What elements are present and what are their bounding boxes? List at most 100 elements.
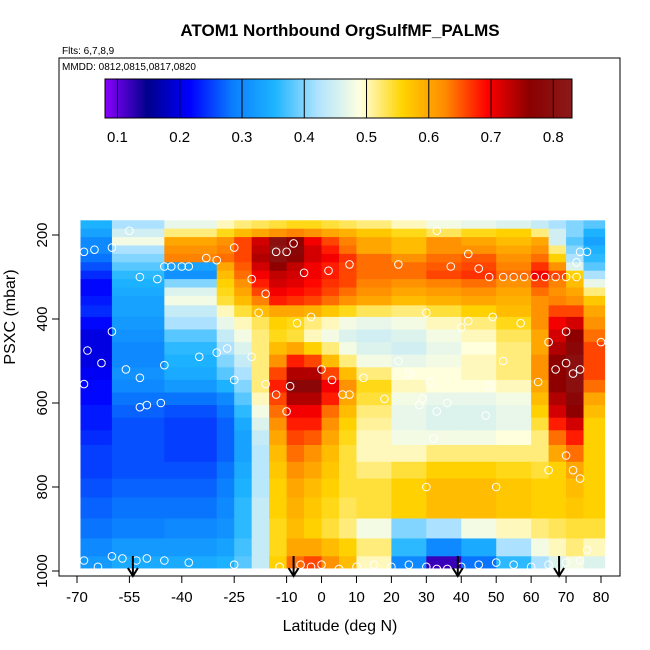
heatmap-cell <box>251 295 270 306</box>
heatmap-cell <box>339 237 358 247</box>
heatmap-cell <box>461 228 497 238</box>
heatmap-cell <box>461 379 497 394</box>
heatmap-cell <box>496 445 532 463</box>
sample-point <box>142 400 152 410</box>
heatmap-cell <box>80 342 113 356</box>
heatmap-cell <box>304 295 323 306</box>
heatmap-cell <box>269 253 288 263</box>
sample-point <box>327 375 337 385</box>
sample-point <box>90 245 99 254</box>
heatmap-cell <box>304 367 323 381</box>
heatmap-cell <box>286 445 305 463</box>
heatmap-cell <box>164 538 218 557</box>
heatmap-cell <box>583 287 606 297</box>
heatmap-cell <box>321 316 340 331</box>
heatmap-cell <box>111 270 165 280</box>
heatmap-cell <box>531 305 550 318</box>
heatmap-cell <box>339 417 358 431</box>
heatmap-cell <box>80 228 113 238</box>
heatmap-cell <box>391 287 427 297</box>
heatmap-cell <box>496 287 532 297</box>
sample-point <box>306 312 316 322</box>
heatmap-cell <box>164 329 218 343</box>
x-tick-label: 30 <box>418 589 435 606</box>
heatmap-cell <box>391 220 427 230</box>
heatmap-cell <box>251 316 270 331</box>
heatmap-cell <box>321 478 340 499</box>
heatmap-cell <box>269 279 288 289</box>
heatmap-cell <box>496 316 532 331</box>
sample-point <box>324 266 333 276</box>
heatmap-cell <box>111 329 165 343</box>
heatmap-cell <box>461 518 497 540</box>
heatmap-cell <box>321 417 340 431</box>
sample-point <box>317 560 326 570</box>
x-tick-label: -70 <box>66 589 88 606</box>
heatmap-cell <box>531 228 550 238</box>
heatmap-cell <box>164 445 218 463</box>
colorbar-tick-label: 0.5 <box>356 129 377 146</box>
heatmap-cell <box>426 342 462 356</box>
heatmap-cell <box>531 556 550 569</box>
heatmap-cell <box>566 295 585 306</box>
heatmap-cell <box>426 430 462 446</box>
heatmap-cell <box>531 287 550 297</box>
heatmap-cell <box>461 287 497 297</box>
heatmap-cell <box>391 279 427 289</box>
heatmap-cell <box>216 220 235 230</box>
sample-point <box>582 247 592 257</box>
heatmap-cell <box>496 478 532 499</box>
heatmap-cell <box>583 518 606 540</box>
heatmap-cell <box>164 518 218 540</box>
heatmap-cell <box>286 295 305 306</box>
heatmap-cell <box>426 253 462 263</box>
heatmap-cell <box>461 392 497 406</box>
heatmap-cell <box>531 538 550 557</box>
heatmap-cell <box>461 497 497 520</box>
sample-point <box>261 289 270 299</box>
heatmap-cell <box>391 316 427 331</box>
sample-point <box>422 482 431 492</box>
heatmap-cell <box>566 342 585 356</box>
heatmap-cell <box>566 245 585 255</box>
heatmap-cell <box>426 287 462 297</box>
heatmap-cell <box>461 245 497 255</box>
heatmap-cell <box>496 329 532 343</box>
heatmap-cell <box>426 237 462 247</box>
heatmap-cell <box>339 538 358 557</box>
heatmap-cell <box>583 305 606 318</box>
heatmap-cell <box>321 329 340 343</box>
colorbar-tick-label: 0.2 <box>169 129 190 146</box>
heatmap-cell <box>566 228 585 238</box>
heatmap-cell <box>216 329 235 343</box>
colorbar-tick-label: 0.3 <box>232 129 253 146</box>
heatmap-cell <box>548 287 567 297</box>
heatmap-cell <box>80 405 113 419</box>
sample-point <box>488 312 498 322</box>
heatmap-cell <box>566 220 585 230</box>
heatmap-cell <box>251 445 270 463</box>
sample-point <box>369 560 379 570</box>
heatmap-cell <box>269 287 288 297</box>
sample-point <box>463 316 473 326</box>
heatmap-cell <box>339 354 358 368</box>
heatmap-cell <box>548 445 567 463</box>
heatmap-cell <box>356 220 392 230</box>
sample-point <box>107 243 117 252</box>
heatmap-cell <box>461 367 497 381</box>
heatmap-cell <box>531 392 550 406</box>
heatmap-cell <box>391 295 427 306</box>
heatmap-cells <box>80 220 606 569</box>
heatmap-cell <box>531 430 550 446</box>
heatmap-cell <box>339 262 358 272</box>
heatmap-cell <box>164 305 218 318</box>
heatmap-cell <box>234 518 253 540</box>
heatmap-cell <box>426 245 462 255</box>
heatmap-cell <box>269 497 288 520</box>
heatmap-cell <box>339 379 358 394</box>
heatmap-cell <box>234 367 253 381</box>
heatmap-cell <box>251 245 270 255</box>
heatmap-cell <box>548 270 567 280</box>
heatmap-cell <box>583 405 606 419</box>
heatmap-cell <box>164 342 218 356</box>
